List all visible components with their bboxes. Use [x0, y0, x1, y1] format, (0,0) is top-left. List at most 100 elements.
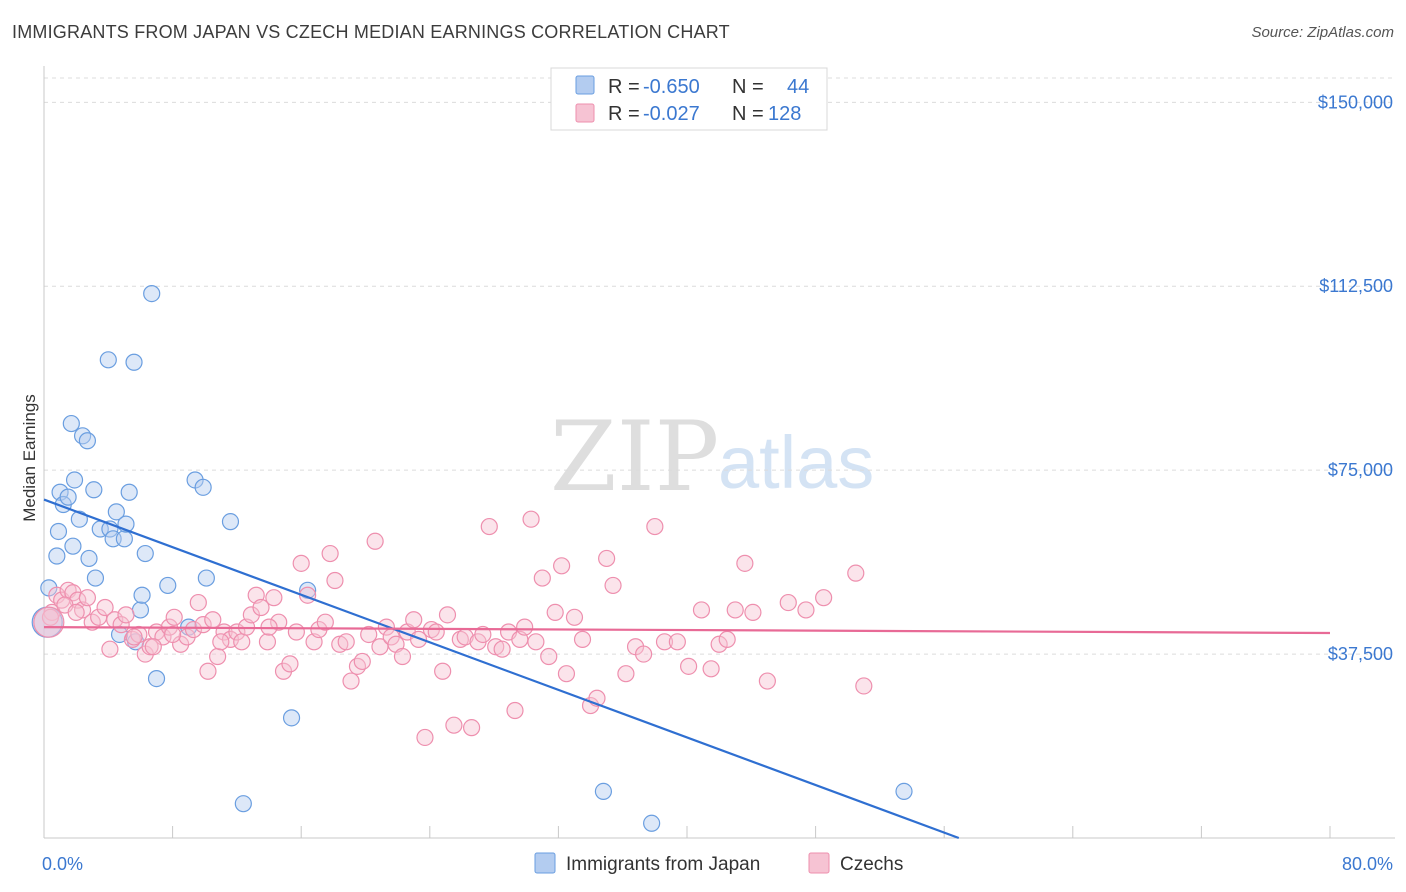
czechs-point [617, 665, 635, 683]
japan-point [85, 481, 103, 499]
watermark-atlas: atlas [718, 421, 874, 504]
czechs-point [292, 554, 310, 572]
japan-point [86, 569, 105, 587]
chart-title: IMMIGRANTS FROM JAPAN VS CZECH MEDIAN EA… [12, 22, 730, 42]
czechs-point [445, 716, 463, 734]
czechs-point [164, 625, 182, 644]
japan-point [131, 601, 150, 619]
bottom-legend-swatch-japan [534, 852, 556, 874]
czechs-point [270, 613, 288, 631]
czechs-point [680, 657, 698, 675]
axes [43, 66, 1395, 839]
czechs-point [258, 633, 277, 651]
bottom-legend-label-japan: Immigrants from Japan [566, 854, 760, 875]
czechs-point [516, 618, 534, 636]
japan-point [159, 576, 177, 595]
legend-n-label-czechs: N = [732, 103, 764, 125]
czechs-point [212, 633, 230, 651]
y-tick-labels: $37,500 $75,000 $112,500 $150,000 [1318, 92, 1393, 664]
czechs-point [33, 606, 65, 638]
czechs-point [199, 662, 217, 680]
czechs-point [726, 601, 744, 619]
czechs-point [480, 517, 498, 536]
czechs-point [692, 601, 711, 619]
czechs-point [342, 672, 360, 690]
czechs-point [416, 728, 434, 747]
czechs-point [209, 647, 227, 666]
czechs-point [573, 630, 592, 648]
czechs-point [797, 601, 815, 619]
czechs-point [144, 638, 162, 656]
czechs-point [557, 665, 576, 683]
czechs-point [125, 628, 143, 646]
legend-swatch-japan [575, 75, 595, 95]
x-tick-max: 80.0% [1342, 854, 1393, 874]
japan-point [120, 483, 138, 501]
czechs-point [348, 657, 367, 675]
japan-point [73, 427, 92, 445]
japan-point [59, 488, 77, 506]
japan-trend-line [43, 498, 960, 840]
japan-point [299, 581, 317, 599]
czechs-point [718, 630, 736, 648]
y-tick-label: $37,500 [1328, 644, 1393, 664]
japan-point [99, 351, 117, 369]
czechs-point [565, 608, 584, 626]
czechs-point [165, 608, 183, 626]
legend-r-value-czechs: -0.027 [643, 103, 700, 125]
czechs-point [634, 645, 653, 663]
czechs-point [96, 598, 114, 617]
czechs-point [736, 554, 754, 572]
czechs-point [779, 593, 797, 612]
legend-r-value-japan: -0.650 [643, 76, 700, 98]
czechs-point [744, 603, 762, 621]
czechs-point [506, 701, 524, 720]
data-points [31, 285, 913, 832]
czechs-point [67, 603, 85, 621]
czechs-point [855, 677, 873, 695]
japan-point [197, 569, 215, 587]
czechs-point [184, 620, 203, 639]
czechs-point [393, 647, 412, 666]
czechs-point [353, 652, 371, 671]
chart-source: Source: ZipAtlas.com [1251, 24, 1394, 41]
japan-point [594, 782, 613, 801]
x-tick-min: 0.0% [42, 854, 83, 874]
czechs-point [409, 630, 428, 648]
czechs-point [265, 589, 283, 607]
czechs-point [337, 633, 355, 651]
czechs-point [710, 635, 728, 653]
japan-point [895, 782, 913, 801]
czechs-point [815, 589, 833, 607]
japan-point [643, 814, 661, 832]
legend-n-label-japan: N = [732, 76, 764, 98]
trend-lines [43, 498, 1331, 840]
czechs-point [101, 640, 119, 658]
grid-lines [44, 77, 1395, 655]
czechs-point [668, 633, 686, 651]
japan-point [133, 586, 151, 604]
japan-point [147, 670, 166, 688]
japan-point [125, 353, 143, 371]
legend-swatch-czechs [575, 103, 595, 123]
czechs-point [527, 633, 545, 651]
japan-point [62, 414, 80, 433]
czechs-point [540, 647, 558, 666]
czechs-point [702, 660, 720, 678]
czechs-point [316, 613, 334, 631]
czechs-point [405, 611, 423, 629]
correlation-legend: R = -0.650 N = 44 R = -0.027 N = 128 [550, 67, 828, 131]
czechs-point [281, 655, 299, 673]
japan-point [234, 795, 252, 813]
czechs-point [434, 662, 452, 680]
japan-point [48, 547, 66, 565]
japan-point [80, 549, 98, 568]
czechs-point [233, 633, 251, 651]
czechs-point [546, 603, 564, 621]
japan-point [49, 522, 68, 541]
czechs-point [758, 672, 776, 690]
czechs-point [655, 633, 674, 651]
japan-point [64, 537, 82, 555]
czechs-point [474, 625, 492, 644]
